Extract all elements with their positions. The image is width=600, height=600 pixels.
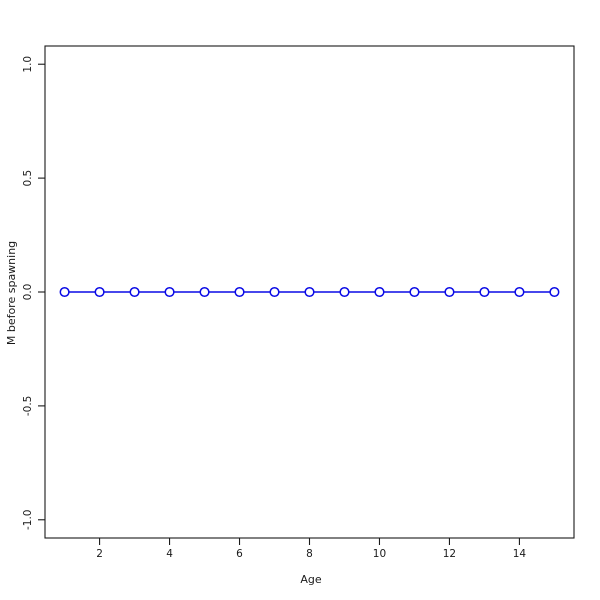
data-point [199,286,210,298]
x-tick-label: 2 [96,548,103,560]
data-point [304,286,315,298]
data-point [374,286,385,298]
axis-ticks: 2 4 6 8 10 12 14 -1.0 -0.5 0.0 0.5 1.0 [22,56,526,560]
data-point [444,286,455,298]
data-point [234,286,245,298]
data-point [514,286,525,298]
x-tick-label: 4 [166,548,173,560]
x-tick-label: 14 [513,548,527,560]
y-tick-label: -1.0 [22,510,34,531]
y-axis-title: M before spawning [5,241,18,345]
data-series [59,286,560,298]
data-point [479,286,490,298]
data-point [549,286,560,298]
data-point [409,286,420,298]
x-tick-label: 10 [373,548,386,560]
y-tick-label: -0.5 [22,396,34,417]
x-tick-label: 6 [236,548,243,560]
y-tick-label: 1.0 [22,56,34,73]
data-point [164,286,175,298]
data-point [59,286,70,298]
x-tick-label: 8 [306,548,313,560]
x-axis-title: Age [300,573,322,586]
x-tick-label: 12 [443,548,456,560]
y-tick-label: 0.0 [22,284,34,301]
data-point [129,286,140,298]
y-tick-label: 0.5 [22,170,34,187]
data-point [94,286,105,298]
data-point [339,286,350,298]
data-point [269,286,280,298]
